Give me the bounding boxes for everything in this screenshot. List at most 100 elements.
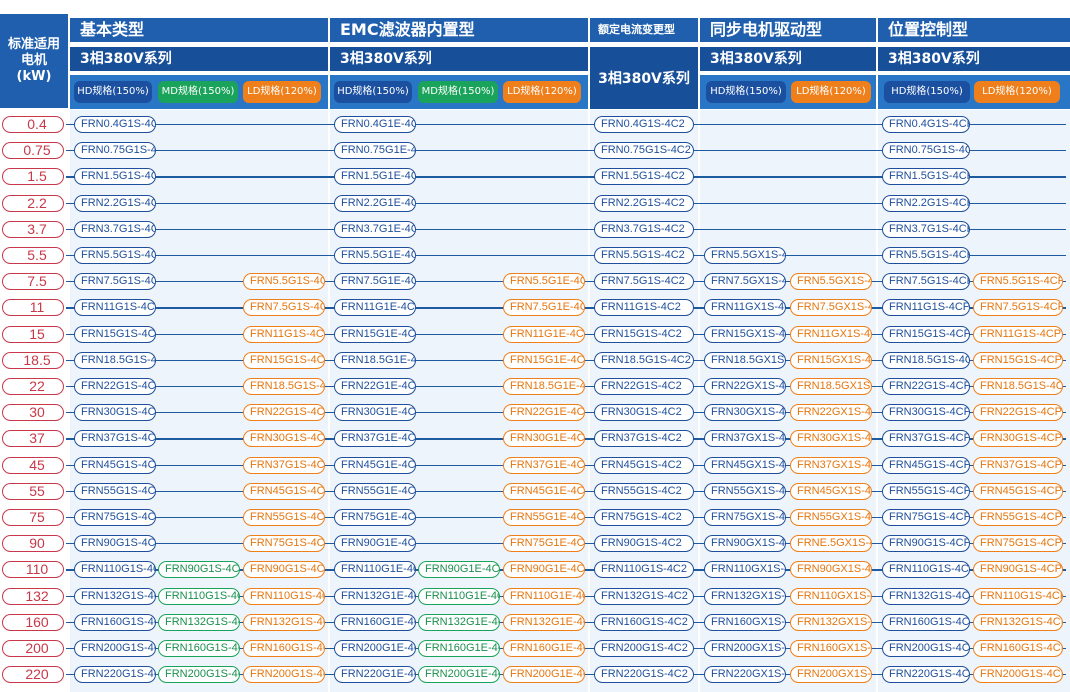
row-connector-line <box>700 490 878 493</box>
row-connector-line <box>700 517 878 519</box>
model-code-blue: FRN110G1S-4C2 <box>594 561 694 579</box>
model-code-blue: FRN0.75G1S-4CPS <box>882 142 970 160</box>
model-code-orange: FRN37G1S-4C <box>243 456 325 474</box>
model-code-orange: FRN22G1S-4CPS <box>973 404 1063 422</box>
model-code-blue: FRN110G1S-4C <box>74 561 156 579</box>
model-code-orange: FRN37G1S-4CPS <box>973 456 1063 474</box>
chip-hd-basic: HD规格(150%) <box>74 81 152 103</box>
model-code-blue: FRN18.5G1S-4C <box>74 351 156 369</box>
model-code-blue: FRN11G1S-4CPS <box>882 299 970 317</box>
row-connector-line <box>330 543 590 545</box>
model-code-orange: FRN22G1E-4C <box>503 404 585 422</box>
motor-kw-label: 22 <box>2 378 64 395</box>
row-connector-line <box>700 438 878 440</box>
model-code-blue: FRN2.2G1S-4CPS <box>882 194 970 212</box>
row-connector-line <box>700 307 878 309</box>
model-code-blue: FRN3.7G1E-4C <box>334 220 416 238</box>
model-code-blue: FRN55G1S-4C2 <box>594 482 694 500</box>
model-code-orange: FRN18.5G1S-4CPS <box>973 378 1063 395</box>
model-code-orange: FRN5.5GX1S-4C <box>790 273 872 291</box>
table-row: 132 FRN132G1S-4C FRN110G1S-4C FRN110G1S-4C F… <box>0 585 1070 611</box>
row-connector-line <box>66 202 330 204</box>
model-code-orange: FRN22GX1S-4C <box>790 404 872 422</box>
motor-kw-label: 37 <box>2 430 64 448</box>
model-code-blue: FRN7.5G1S-4CPS <box>882 273 970 291</box>
row-connector-line <box>66 438 330 440</box>
model-code-orange: FRN200G1S-4C <box>243 666 325 684</box>
model-code-blue: FRN15G1E-4C <box>334 325 416 343</box>
row-connector-line <box>330 281 590 283</box>
motor-kw-label: 11 <box>2 299 64 317</box>
motor-kw-label: 55 <box>2 482 64 500</box>
model-code-blue: FRN18.5G1S-4CPS <box>882 351 970 369</box>
group-series-sync: 3相380V系列 <box>700 47 876 71</box>
table-row: 22 FRN22G1S-4C FRN18.5G1S-4C FRN22G1E-4C FRN… <box>0 375 1070 401</box>
model-code-green: FRN132G1E-4C <box>418 613 500 631</box>
model-code-orange: FRN55GX1S-4C <box>790 509 872 526</box>
group-series-position: 3相380V系列 <box>878 47 1070 71</box>
model-code-blue: FRN75G1S-4CPS <box>882 509 970 526</box>
model-code-blue: FRN160G1E-4C <box>334 613 416 631</box>
model-code-blue: FRN0.75G1S-4C <box>74 142 156 160</box>
model-code-orange: FRN30G1E-4C <box>503 430 585 448</box>
model-code-blue: FRN22G1S-4CPS <box>882 378 970 395</box>
model-code-blue: FRN30G1S-4CPS <box>882 404 970 422</box>
row-connector-line <box>878 490 1066 493</box>
model-code-orange: FRN160G1S-4CPS <box>973 640 1063 657</box>
motor-kw-label: 160 <box>2 613 64 631</box>
table-row: 1.5 FRN1.5G1S-4C FRN1.5G1E-4C FRN1.5G1S-4C2… <box>0 165 1070 191</box>
model-code-blue: FRN1.5G1E-4C <box>334 168 416 186</box>
model-code-orange: FRN15G1S-4C <box>243 351 325 369</box>
model-code-blue: FRN45G1S-4CPS <box>882 456 970 474</box>
row-connector-line <box>878 569 1066 571</box>
model-code-orange: FRN11G1S-4CPS <box>973 325 1063 343</box>
model-code-blue: FRN11GX1S-4C <box>704 299 786 317</box>
motor-kw-label: 132 <box>2 587 64 605</box>
row-connector-line <box>878 517 1066 519</box>
chip-ld-sync: LD规格(120%) <box>791 81 871 103</box>
model-code-blue: FRN90G1S-4CPS <box>882 535 970 553</box>
model-code-green: FRN200G1S-4C <box>158 666 240 684</box>
model-code-orange: FRN15GX1S-4C <box>790 351 872 369</box>
row-connector-line <box>66 307 330 309</box>
model-code-orange: FRN110G1E-4C <box>503 587 585 605</box>
chip-ld-emc: LD规格(120%) <box>503 81 581 103</box>
model-code-orange: FRN5.5G1S-4C <box>243 273 325 291</box>
model-code-blue: FRN75G1E-4C <box>334 509 416 526</box>
row-connector-line <box>66 176 330 178</box>
model-code-orange: FRN18.5G1S-4C <box>243 378 325 395</box>
table-row: 5.5 FRN5.5G1S-4C FRN5.5G1E-4C FRN5.5G1S-4C2… <box>0 244 1070 270</box>
model-code-blue: FRN2.2G1E-4C <box>334 194 416 212</box>
model-code-blue: FRN55G1E-4C <box>334 482 416 500</box>
row-connector-line <box>330 176 590 178</box>
model-code-blue: FRN3.7G1S-4CPS <box>882 220 970 238</box>
model-code-blue: FRN1.5G1S-4CPS <box>882 168 970 186</box>
model-code-orange: FRN160G1S-4C <box>243 640 325 657</box>
row-connector-line <box>878 333 1066 335</box>
model-code-blue: FRN0.4G1E-4C <box>334 116 416 133</box>
row-connector-line <box>878 255 1066 257</box>
motor-kw-label: 0.75 <box>2 142 64 160</box>
row-connector-line <box>66 412 330 414</box>
model-code-blue: FRN90GX1S-4C <box>704 535 786 553</box>
row-connector-line <box>66 255 330 257</box>
model-code-orange: FRN90G1S-4CPS <box>973 561 1063 579</box>
model-code-blue: FRN37G1E-4C <box>334 430 416 448</box>
model-code-orange: FRN132G1S-4CPS <box>973 613 1063 631</box>
table-row: 200 FRN200G1S-4C FRN160G1S-4C FRN160G1S-4C F… <box>0 637 1070 663</box>
row-connector-line <box>66 150 330 152</box>
model-code-blue: FRN90G1E-4C <box>334 535 416 553</box>
model-code-blue: FRN90G1S-4C <box>74 535 156 553</box>
group-title-emc: EMC滤波器内置型 <box>330 18 588 42</box>
row-connector-line <box>878 228 1066 231</box>
model-code-blue: FRN45G1E-4C <box>334 456 416 474</box>
table-row: 75 FRN75G1S-4C FRN55G1S-4C FRN75G1E-4C FRN55… <box>0 506 1070 532</box>
row-connector-line <box>878 307 1066 309</box>
table-row: 7.5 FRN7.5G1S-4C FRN5.5G1S-4C FRN7.5G1E-4C F… <box>0 270 1070 296</box>
model-code-orange: FRN37G1E-4C <box>503 456 585 474</box>
group-title-sync: 同步电机驱动型 <box>700 18 876 42</box>
row-connector-line <box>700 124 878 126</box>
model-code-blue: FRN110GX1S-4C <box>704 561 786 579</box>
row-connector-line <box>700 621 878 624</box>
model-code-blue: FRN1.5G1S-4C2 <box>594 168 694 186</box>
